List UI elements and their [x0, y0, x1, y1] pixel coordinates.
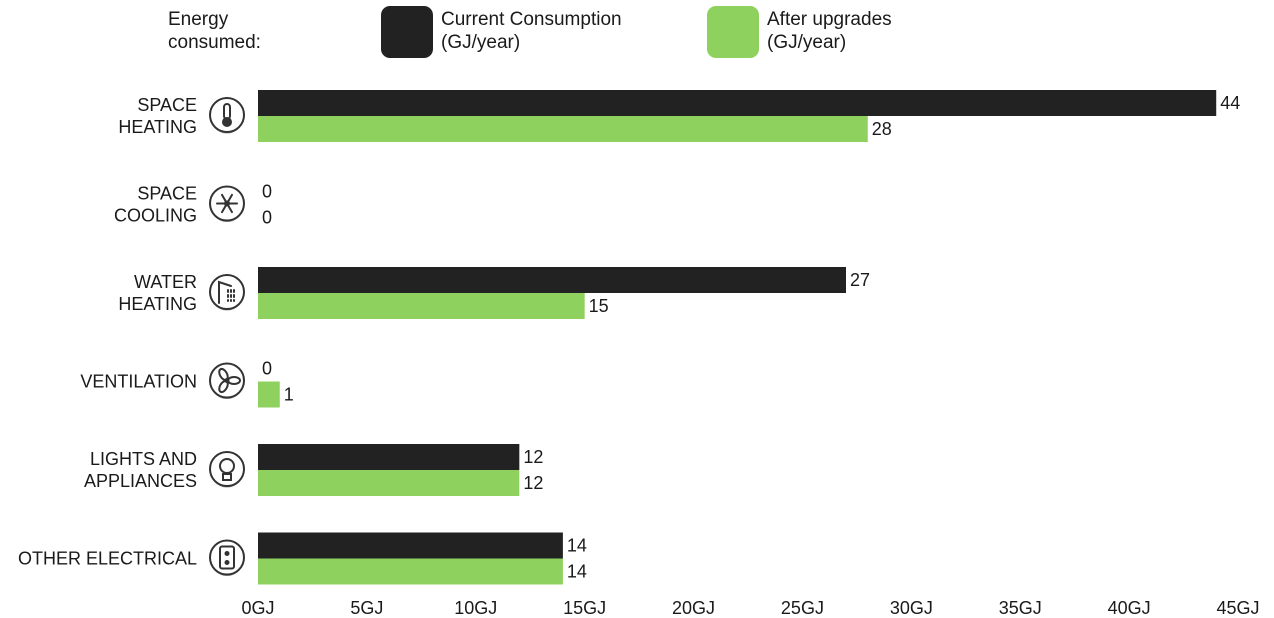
snowflake-icon [209, 185, 245, 222]
legend-label-current: Current Consumption (GJ/year) [441, 9, 622, 53]
value-label-current: 14 [567, 536, 587, 556]
category-label: COOLING [114, 206, 197, 226]
value-label-current: 12 [523, 447, 543, 467]
bar-after [258, 293, 585, 319]
bar-after [258, 470, 520, 496]
category-label: LIGHTS AND [90, 449, 197, 469]
value-label-current: 44 [1220, 93, 1240, 113]
category-label: OTHER ELECTRICAL [18, 549, 197, 569]
x-tick-label: 30GJ [890, 598, 933, 618]
x-tick-label: 25GJ [781, 598, 824, 618]
bar-after [258, 116, 868, 142]
thermometer-icon [209, 97, 245, 134]
legend-swatch-current [381, 6, 433, 58]
x-tick-label: 5GJ [350, 598, 383, 618]
x-tick-label: 40GJ [1108, 598, 1151, 618]
shower-icon [209, 274, 245, 311]
bar-current [258, 267, 846, 293]
fan-icon [209, 362, 245, 399]
x-tick-label: 0GJ [241, 598, 274, 618]
x-tick-label: 15GJ [563, 598, 606, 618]
category-row: OTHER ELECTRICAL 14 14 [18, 532, 587, 585]
legend-item-after: After upgrades (GJ/year) [707, 6, 892, 58]
x-tick-label: 10GJ [454, 598, 497, 618]
outlet-icon [209, 539, 245, 576]
value-label-after: 15 [589, 296, 609, 316]
legend-item-current: Current Consumption (GJ/year) [381, 6, 622, 58]
value-label-current: 0 [262, 182, 272, 202]
value-label-after: 14 [567, 562, 587, 582]
category-label: HEATING [118, 294, 197, 314]
x-tick-label: 20GJ [672, 598, 715, 618]
value-label-current: 27 [850, 270, 870, 290]
x-tick-label: 45GJ [1216, 598, 1259, 618]
category-label: SPACE [137, 95, 197, 115]
bar-current [258, 532, 563, 559]
value-label-current: 0 [262, 359, 272, 379]
legend-title: Energy consumed: [168, 9, 261, 53]
category-label: SPACE [137, 184, 197, 204]
category-label: HEATING [118, 117, 197, 137]
value-label-after: 1 [284, 385, 294, 405]
lightbulb-icon [209, 451, 245, 488]
bar-after [258, 381, 280, 408]
x-tick-label: 35GJ [999, 598, 1042, 618]
x-axis: 0GJ 5GJ 10GJ 15GJ 20GJ 25GJ 30GJ 35GJ 40GJ 45GJ [241, 598, 1259, 618]
value-label-after: 12 [523, 473, 543, 493]
value-label-after: 28 [872, 119, 892, 139]
bar-current [258, 444, 520, 470]
category-label: WATER [134, 272, 197, 292]
bar-after [258, 558, 563, 585]
value-label-after: 0 [262, 208, 272, 228]
legend-swatch-after [707, 6, 759, 58]
bar-current [258, 90, 1217, 116]
category-row: VENTILATION 01 [80, 359, 294, 408]
legend-label-after: After upgrades (GJ/year) [767, 9, 892, 53]
category-label: VENTILATION [80, 372, 197, 392]
category-label: APPLIANCES [84, 471, 197, 491]
